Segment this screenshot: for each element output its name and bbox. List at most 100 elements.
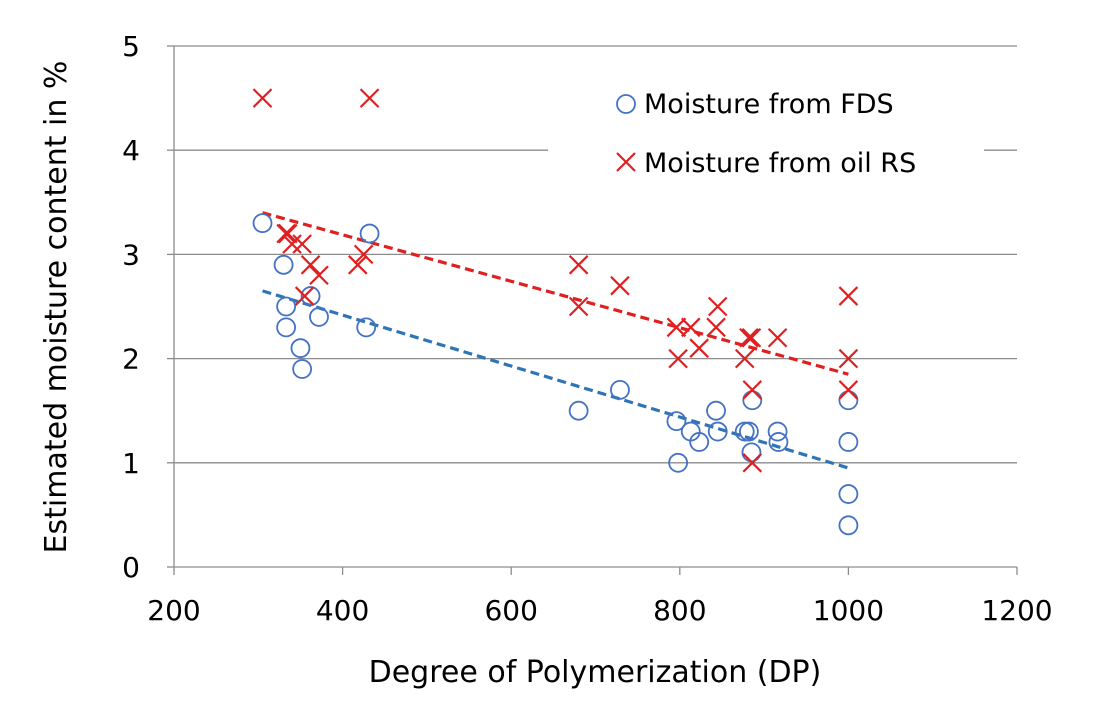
y-tick-label-2: 2	[122, 343, 140, 376]
point-oil-rs-1	[359, 88, 380, 108]
trendline-series-0	[262, 289, 849, 470]
point-fds-12	[666, 411, 687, 432]
axes	[167, 45, 1018, 575]
point-oil-rs-stroke-b	[292, 234, 312, 254]
point-fds-21	[742, 390, 763, 411]
x-axis-title: Degree of Polymerization (DP)	[369, 655, 822, 690]
x-tick-labels: 200 400 600 800 1000 1200	[147, 594, 1052, 627]
point-oil-rs-7	[300, 255, 321, 275]
point-oil-rs-stroke-b	[568, 255, 589, 275]
point-fds-6	[300, 286, 321, 306]
point-oil-rs-16	[680, 317, 701, 338]
y-tick-label-0: 0	[122, 551, 140, 584]
point-oil-rs-24	[742, 453, 763, 473]
point-oil-rs-stroke-b	[276, 223, 296, 244]
point-fds-8	[356, 317, 377, 338]
point-oil-rs-stroke-b	[739, 327, 759, 348]
point-fds-3	[276, 317, 297, 338]
point-oil-rs-stroke-b	[666, 317, 687, 338]
legend-label-fds: Moisture from FDS	[644, 89, 894, 120]
point-fds-19	[739, 421, 759, 442]
point-fds-0	[252, 213, 273, 234]
point-oil-rs-12	[568, 296, 589, 317]
data-points	[252, 88, 859, 536]
point-oil-rs-stroke-b	[742, 453, 763, 473]
point-oil-rs-stroke-b	[680, 317, 701, 338]
point-oil-rs-stroke-b	[838, 348, 859, 369]
point-oil-rs-stroke-b	[347, 255, 368, 275]
point-oil-rs-14	[666, 317, 687, 338]
point-oil-rs-stroke-b	[568, 296, 589, 317]
point-oil-rs-9	[347, 255, 368, 275]
point-oil-rs-stroke-b	[707, 296, 728, 317]
point-oil-rs-20	[734, 348, 755, 369]
x-tick-label-600: 600	[484, 594, 537, 627]
point-fds-22	[767, 421, 788, 442]
point-oil-rs-27	[838, 348, 859, 369]
point-oil-rs-10	[353, 244, 374, 265]
point-oil-rs-stroke-b	[359, 88, 380, 108]
point-oil-rs-3	[278, 223, 298, 244]
trend-lines	[262, 211, 849, 470]
point-fds-24	[838, 390, 859, 411]
point-fds-23	[768, 432, 789, 452]
point-fds-13	[668, 452, 689, 473]
point-oil-rs-15	[668, 348, 688, 369]
point-oil-rs-28	[838, 380, 859, 400]
point-fds-16	[706, 400, 726, 421]
y-tick-label-3: 3	[122, 238, 140, 271]
point-oil-rs-13	[610, 275, 630, 296]
point-fds-17	[707, 421, 728, 442]
point-fds-11	[610, 379, 630, 400]
x-tick-label-800: 800	[653, 594, 706, 627]
point-oil-rs-4	[282, 234, 302, 254]
point-oil-rs-19	[707, 296, 728, 317]
point-oil-rs-stroke-b	[838, 286, 859, 306]
trendline-series-1	[262, 211, 849, 376]
point-oil-rs-stroke-b	[742, 380, 763, 400]
point-oil-rs-stroke-b	[706, 317, 726, 338]
legend-circle-marker-icon	[616, 94, 636, 114]
y-tick-label-5: 5	[122, 30, 140, 63]
point-oil-rs-25	[767, 327, 788, 348]
legend-item-fds: Moisture from FDS	[616, 89, 894, 120]
point-oil-rs-stroke-b	[838, 380, 859, 400]
point-oil-rs-stroke-b	[278, 223, 298, 244]
legend-x-marker-icon-b	[616, 152, 636, 172]
point-oil-rs-stroke-b	[734, 348, 755, 369]
point-oil-rs-stroke-b	[668, 348, 688, 369]
point-fds-9	[359, 223, 380, 244]
point-oil-rs-23	[742, 380, 763, 400]
point-oil-rs-22	[741, 327, 762, 348]
point-fds-10	[568, 400, 589, 421]
point-oil-rs-5	[292, 234, 312, 254]
point-fds-7	[309, 307, 329, 327]
point-oil-rs-17	[689, 338, 709, 358]
legend-item-oil-rs: Moisture from oil RS	[616, 148, 916, 179]
point-fds-5	[292, 359, 313, 379]
point-fds-26	[838, 484, 859, 504]
point-oil-rs-26	[838, 286, 859, 306]
legend: Moisture from FDS Moisture from oil RS	[548, 76, 984, 194]
point-oil-rs-0	[252, 88, 273, 108]
point-fds-1	[273, 254, 294, 275]
point-oil-rs-18	[706, 317, 726, 338]
point-fds-18	[734, 421, 755, 442]
point-fds-2	[276, 296, 297, 317]
point-oil-rs-11	[568, 255, 589, 275]
point-oil-rs-6	[294, 286, 315, 306]
point-oil-rs-21	[739, 327, 759, 348]
point-oil-rs-stroke-b	[767, 327, 788, 348]
point-oil-rs-stroke-b	[610, 275, 630, 296]
point-fds-4	[290, 338, 311, 359]
point-fds-27	[838, 515, 859, 536]
point-oil-rs-stroke-b	[741, 327, 762, 348]
point-oil-rs-stroke-b	[353, 244, 374, 265]
y-tick-labels: 0 1 2 3 4 5	[122, 30, 140, 584]
x-tick-label-400: 400	[316, 594, 369, 627]
point-fds-15	[689, 432, 710, 452]
y-tick-label-1: 1	[122, 447, 140, 480]
legend-label-oil-rs: Moisture from oil RS	[644, 148, 916, 179]
point-oil-rs-8	[309, 265, 329, 286]
